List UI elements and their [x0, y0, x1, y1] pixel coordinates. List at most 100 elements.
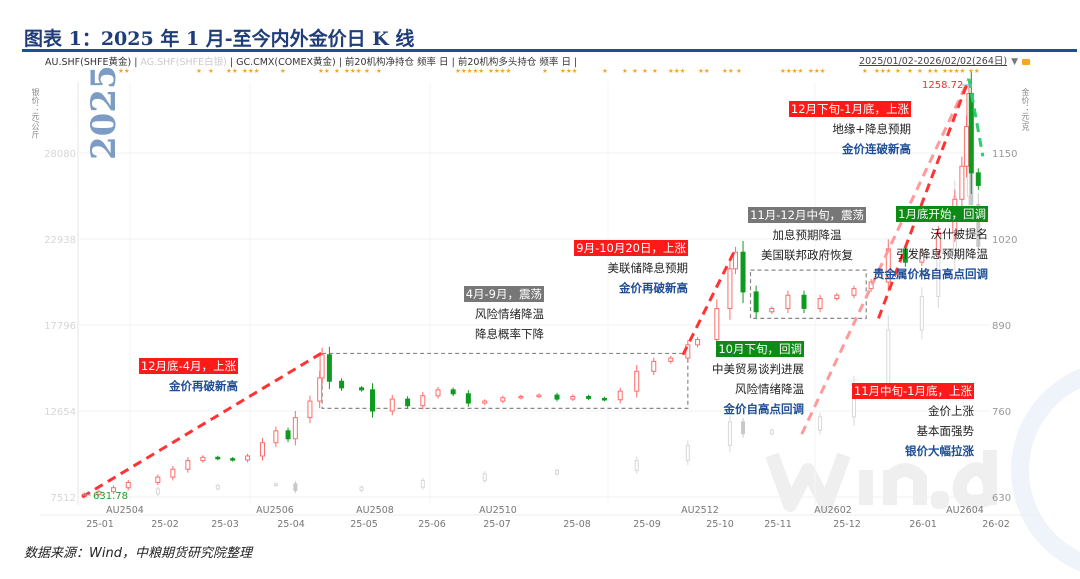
- gold-candles: [81, 72, 981, 499]
- annotation-tag: 4月-9月，震荡: [463, 286, 544, 302]
- silver-candle: [976, 204, 981, 247]
- legend-ag[interactable]: AG.SHF(SHFE白银): [140, 57, 227, 68]
- star-marker-icon: ★: [622, 67, 628, 75]
- silver-candle: [215, 484, 220, 490]
- gold-candle: [125, 481, 131, 489]
- range-box: [749, 269, 867, 319]
- gold-candle: [339, 380, 345, 389]
- lock-icon[interactable]: [1022, 59, 1030, 65]
- star-marker-icon: ★: [196, 67, 202, 75]
- gold-candle: [96, 491, 102, 495]
- silver-candle: [155, 488, 160, 495]
- gold-candle: [785, 294, 791, 309]
- star-marker-icon: ★★: [318, 67, 330, 75]
- right-tick-label: 1020: [992, 235, 1017, 246]
- gold-candle: [919, 251, 925, 263]
- star-marker-icon: ★: [334, 67, 340, 75]
- star-marker-icon: ★: [364, 67, 370, 75]
- legend-au[interactable]: AU.SHF(SHFE黄金): [45, 57, 132, 68]
- gold-candle: [801, 294, 807, 309]
- silver-candle: [555, 469, 559, 475]
- annotation-line: 加息预期降温: [772, 228, 842, 242]
- legend-sep: |: [570, 57, 578, 68]
- left-axis-label: 银价：元/公斤: [31, 88, 40, 139]
- contract-label: AU2604: [946, 505, 984, 516]
- legend-net-position[interactable]: 前20机构净持仓 频率 日: [344, 57, 449, 68]
- wind-watermark-logo: [765, 450, 997, 512]
- gold-candle: [964, 126, 970, 167]
- legend-long-position[interactable]: 前20机构多头持仓 频率 日: [457, 57, 571, 68]
- annotation-line: 基本面强势: [916, 424, 975, 438]
- gold-candle: [359, 387, 365, 391]
- dropdown-caret-icon[interactable]: ▼: [1011, 57, 1018, 67]
- silver-candle: [919, 296, 924, 331]
- silver-candle: [359, 486, 364, 492]
- year-watermark: 2025: [84, 65, 124, 160]
- date-range[interactable]: 2025/01/02-2026/02/02(264日): [859, 56, 1008, 67]
- axes: 630 7512 760 12654 890 17796 1020 22938 1150 2808…: [40, 80, 1040, 530]
- star-marker-icon: ★★★: [874, 67, 892, 75]
- annotation: 9月-10月20日，上涨 美联储降息预期 金价再破新高: [574, 238, 688, 298]
- annotation-line: 降息概率下降: [475, 327, 544, 341]
- logo-d: [952, 450, 997, 509]
- gold-candle: [601, 397, 607, 401]
- trend-line: [967, 78, 985, 157]
- annotation-line: 风险情绪降温: [735, 382, 804, 396]
- annotation: 12月下旬-1月底，上涨 地缘+降息预期 金价连破新高: [788, 99, 911, 159]
- star-marker-icon: ★: [602, 67, 608, 75]
- annotation-tag: 12月下旬-1月底，上涨: [788, 101, 911, 117]
- gold-candle: [959, 165, 965, 200]
- x-tick-label: 26-02: [982, 519, 1010, 530]
- annotation-tag: 12月底-4月，上涨: [138, 358, 238, 374]
- date-range-control: 2025/01/02-2026/02/02(264日) ▼: [859, 56, 1030, 68]
- gold-candle: [740, 251, 746, 293]
- x-tick-label: 25-02: [151, 519, 179, 530]
- contract-label: AU2504: [106, 505, 144, 516]
- legend-gc[interactable]: GC.CMX(COMEX黄金): [236, 57, 336, 68]
- annotation-conclusion: 贵金属价格自高点回调: [873, 267, 988, 281]
- silver-candle: [420, 479, 425, 488]
- max-price-label: 1258.72: [922, 80, 963, 91]
- gold-candle: [753, 291, 759, 313]
- star-marker-icon: ★★★: [242, 67, 260, 75]
- gold-candle: [111, 487, 117, 493]
- annotation: 1月底开始，回调 沃什被提名 引发降息预期降温 贵金属价格自高点回调: [873, 204, 988, 284]
- contract-label: AU2506: [256, 505, 294, 516]
- contract-label: AU2510: [479, 505, 517, 516]
- gold-candle: [634, 370, 640, 392]
- watermark-arc: [1011, 368, 1080, 572]
- star-marker-icon: ★★: [722, 67, 734, 75]
- gold-candle: [273, 430, 279, 444]
- gold-candle: [370, 389, 376, 412]
- star-marker-icon: ★★★★: [942, 67, 966, 75]
- star-marker-icon: ★★★: [344, 67, 362, 75]
- annotation-conclusion: 金价再破新高: [619, 281, 688, 295]
- min-price-label: 631.78: [93, 491, 128, 502]
- star-marker-icon: ★: [280, 67, 286, 75]
- star-marker-icon: ★: [907, 67, 913, 75]
- contract-label: AU2508: [356, 505, 394, 516]
- x-tick-label: 25-09: [633, 519, 661, 530]
- watermark-graphics: [765, 368, 1080, 572]
- contract-label: AU2602: [814, 505, 852, 516]
- star-marker-icon: ★★: [118, 67, 130, 75]
- right-tick-label: 890: [992, 321, 1011, 332]
- annotation-line: 引发降息预期降温: [896, 247, 988, 261]
- star-marker-icon: ★★: [927, 67, 939, 75]
- gold-candle: [170, 468, 176, 478]
- figure-title: 图表 1：2025 年 1 月-至今内外金价日 K 线: [24, 28, 415, 50]
- x-tick-label: 25-04: [277, 519, 305, 530]
- x-tick-label: 25-03: [211, 519, 239, 530]
- gold-candle: [420, 395, 426, 407]
- annotation-line: 风险情绪降温: [475, 307, 544, 321]
- star-marker-icon: ★: [652, 67, 658, 75]
- trend-line: [681, 248, 737, 356]
- gold-candle: [259, 442, 265, 457]
- gold-candle: [245, 455, 251, 461]
- gold-candle: [935, 231, 941, 253]
- annotation-tag: 10月下旬，回调: [716, 341, 804, 357]
- annotation-line: 中美贸易谈判进展: [712, 362, 804, 376]
- logo-n: [883, 463, 927, 505]
- gold-candle: [727, 268, 733, 309]
